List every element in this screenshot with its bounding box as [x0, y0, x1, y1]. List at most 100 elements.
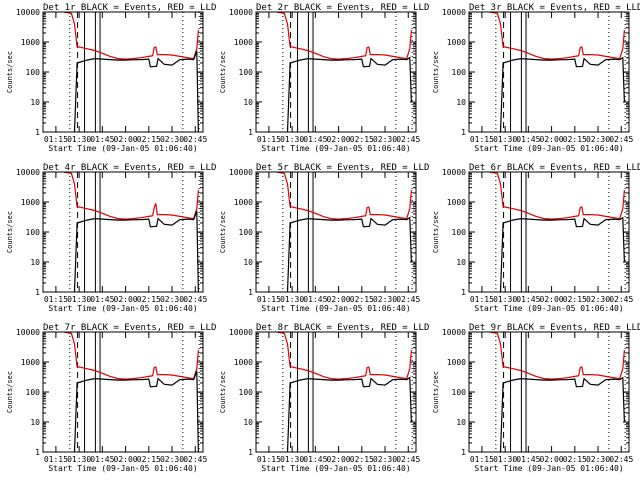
detector-panel-3: Det 3r BLACK = Events, RED = LLD 1 10 100 10…: [432, 3, 640, 153]
panel-title: Det 4r BLACK = Events, RED = LLD: [43, 163, 216, 173]
y-tick-label: 1: [461, 448, 466, 457]
x-tick-label: 02:45: [609, 135, 633, 144]
series-group: [63, 172, 199, 292]
x-tick-label: 02:00: [327, 455, 351, 464]
y-tick-label: 1000: [447, 38, 466, 47]
x-tick-label: 01:30: [493, 455, 517, 464]
y-tick-label: 100: [26, 228, 41, 237]
x-tick-label: 02:00: [540, 455, 564, 464]
events-rate-line: [286, 56, 412, 132]
plot-frame: [468, 331, 630, 453]
y-tick-label: 10: [30, 98, 40, 107]
x-tick-label: 01:30: [280, 135, 304, 144]
x-tick-label: 01:45: [516, 295, 540, 304]
y-tick-label: 10000: [16, 328, 40, 337]
x-tick-label: 02:45: [609, 455, 633, 464]
series-group: [63, 332, 199, 452]
events-rate-line: [499, 56, 625, 132]
y-tick-label: 1000: [21, 198, 40, 207]
x-tick-label: 02:15: [137, 455, 161, 464]
x-tick-label: 02:30: [373, 295, 397, 304]
x-tick-label: 02:15: [350, 135, 374, 144]
x-tick-label: 01:15: [257, 455, 281, 464]
series-group: [489, 332, 625, 452]
x-tick-label: 01:30: [493, 135, 517, 144]
events-rate-line: [73, 370, 199, 452]
y-tick-label: 1: [248, 448, 253, 457]
y-tick-label: 1: [461, 128, 466, 137]
detector-panel-2: Det 2r BLACK = Events, RED = LLD 1 10 100 10…: [219, 3, 429, 153]
events-rate-line: [499, 216, 625, 292]
y-axis-label: Counts/sec: [219, 51, 227, 93]
x-tick-label: 01:45: [303, 135, 327, 144]
x-tick-label: 01:45: [303, 455, 327, 464]
x-tick-label: 01:30: [67, 135, 91, 144]
lld-rate-line: [63, 332, 199, 380]
x-axis-label: Start Time (09-Jan-05 01:06:40): [474, 464, 623, 473]
lld-rate-line: [276, 172, 412, 220]
detector-panel-1: Det 1r BLACK = Events, RED = LLD 1 10 100 10…: [6, 3, 216, 153]
x-axis-label: Start Time (09-Jan-05 01:06:40): [261, 144, 410, 153]
y-axis-label: Counts/sec: [219, 371, 227, 413]
x-axis-label: Start Time (09-Jan-05 01:06:40): [474, 144, 623, 153]
x-tick-label: 01:15: [257, 295, 281, 304]
x-tick-label: 01:15: [470, 135, 494, 144]
series-group: [276, 12, 412, 132]
y-tick-label: 1000: [234, 38, 253, 47]
x-tick-label: 01:45: [90, 135, 114, 144]
y-axis-label: Counts/sec: [6, 211, 14, 253]
lld-rate-line: [489, 12, 625, 60]
y-axis-label: Counts/sec: [6, 51, 14, 93]
y-tick-label: 100: [452, 68, 467, 77]
x-tick-label: 01:45: [516, 135, 540, 144]
x-tick-label: 01:15: [44, 295, 68, 304]
y-tick-label: 10000: [16, 8, 40, 17]
x-tick-label: 01:30: [280, 455, 304, 464]
y-tick-label: 1: [35, 448, 40, 457]
lld-rate-line: [63, 12, 199, 60]
x-tick-label: 01:45: [516, 455, 540, 464]
x-tick-label: 01:15: [470, 295, 494, 304]
x-tick-label: 02:45: [183, 135, 207, 144]
y-tick-label: 100: [452, 388, 467, 397]
y-tick-label: 10: [456, 418, 466, 427]
plot-frame: [42, 331, 204, 453]
x-axis-label: Start Time (09-Jan-05 01:06:40): [261, 464, 410, 473]
plot-frame: [255, 11, 417, 133]
x-tick-label: 02:45: [396, 455, 420, 464]
detector-panel-8: Det 8r BLACK = Events, RED = LLD 1 10 100 10…: [219, 323, 429, 473]
x-tick-label: 02:45: [396, 295, 420, 304]
y-tick-label: 10000: [16, 168, 40, 177]
plot-frame: [255, 331, 417, 453]
y-axis-label: Counts/sec: [6, 371, 14, 413]
y-tick-label: 1000: [234, 358, 253, 367]
events-rate-line: [499, 376, 625, 452]
y-tick-label: 1: [248, 288, 253, 297]
y-tick-label: 1000: [447, 358, 466, 367]
x-tick-label: 02:45: [609, 295, 633, 304]
lld-rate-line: [489, 332, 625, 380]
panel-title: Det 3r BLACK = Events, RED = LLD: [469, 3, 640, 13]
x-tick-label: 02:00: [114, 295, 138, 304]
lld-rate-line: [63, 172, 199, 220]
y-tick-label: 10000: [229, 328, 253, 337]
events-rate-line: [73, 50, 199, 132]
x-tick-label: 02:30: [586, 295, 610, 304]
series-group: [276, 172, 412, 292]
y-tick-label: 10: [30, 258, 40, 267]
panel-title: Det 9r BLACK = Events, RED = LLD: [469, 323, 640, 333]
x-axis-label: Start Time (09-Jan-05 01:06:40): [261, 304, 410, 313]
detector-panel-7: Det 7r BLACK = Events, RED = LLD 1 10 100 10…: [6, 323, 216, 473]
y-tick-label: 1: [35, 288, 40, 297]
y-tick-label: 10000: [442, 168, 466, 177]
y-axis-label: Counts/sec: [432, 51, 440, 93]
y-tick-label: 100: [239, 228, 254, 237]
events-rate-line: [286, 376, 412, 452]
x-tick-label: 01:30: [493, 295, 517, 304]
panel-title: Det 1r BLACK = Events, RED = LLD: [43, 3, 216, 13]
y-tick-label: 10: [456, 98, 466, 107]
x-tick-label: 02:00: [327, 295, 351, 304]
x-tick-label: 02:30: [373, 455, 397, 464]
y-tick-label: 1: [461, 288, 466, 297]
